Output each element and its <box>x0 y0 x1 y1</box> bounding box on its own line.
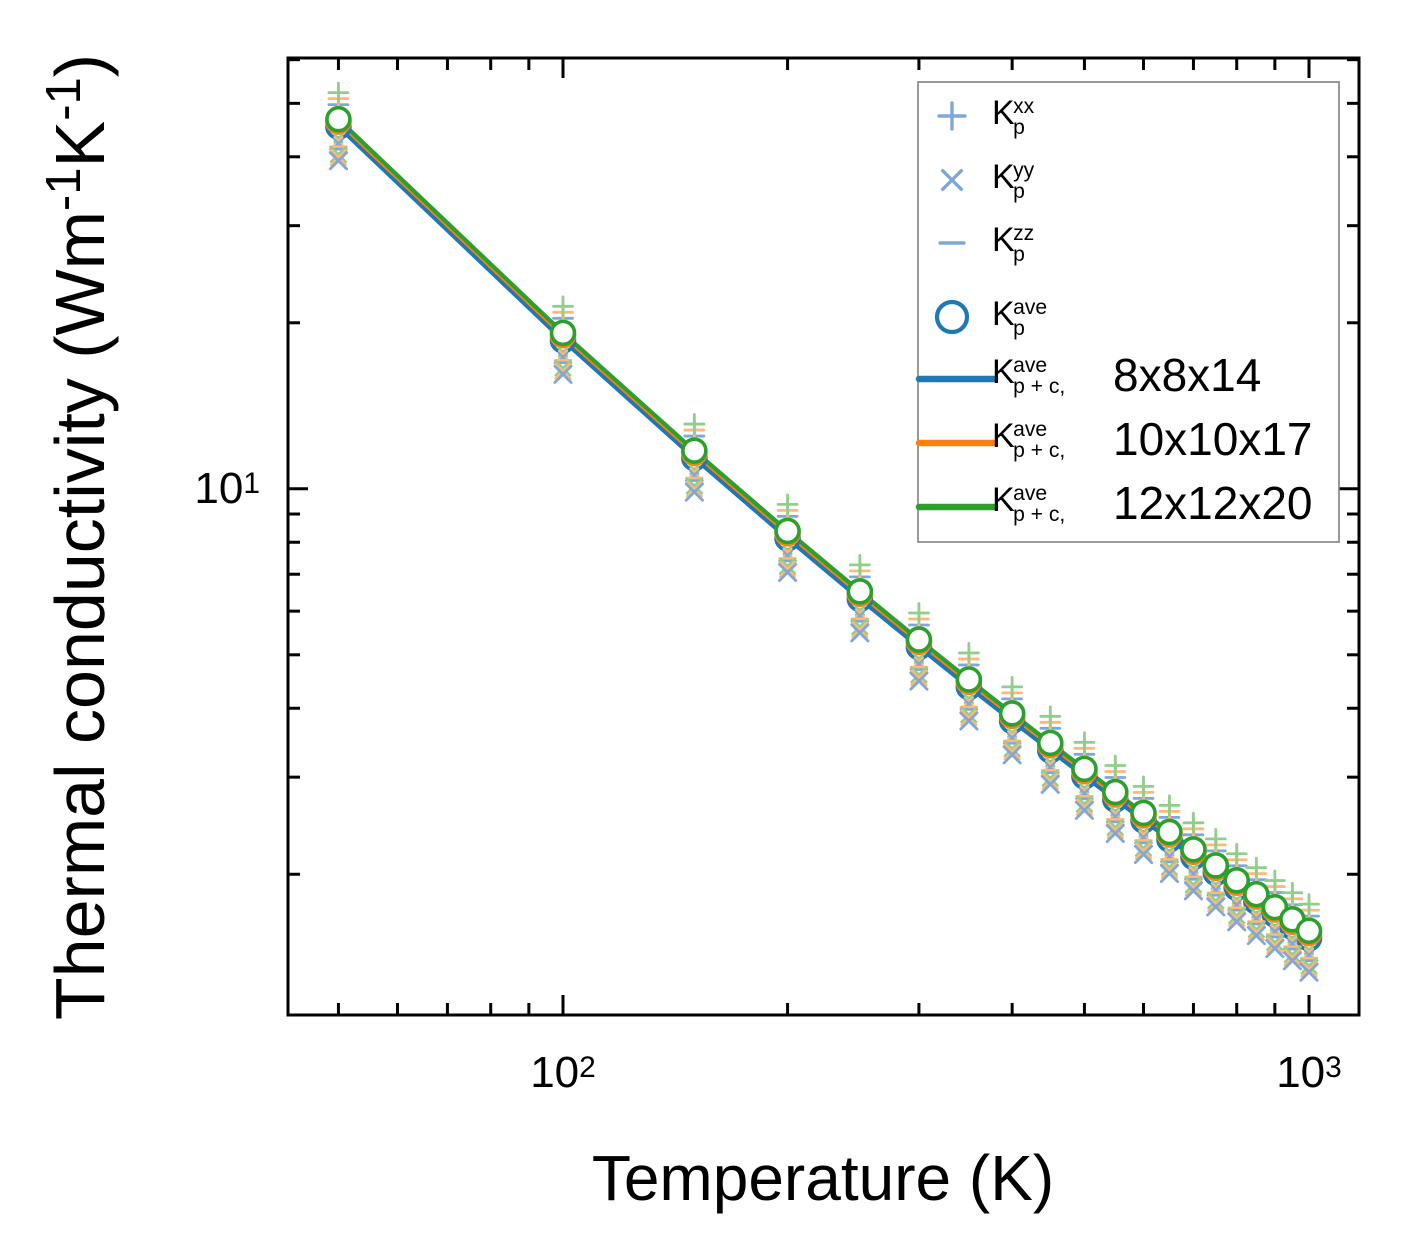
svg-text:K: K <box>992 94 1015 132</box>
svg-text:p: p <box>1013 243 1025 266</box>
svg-text:ave: ave <box>1013 354 1047 377</box>
svg-text:p: p <box>1013 180 1025 203</box>
svg-text:K: K <box>992 481 1015 519</box>
svg-text:K: K <box>992 417 1015 455</box>
svg-text:12x12x20: 12x12x20 <box>1113 477 1313 529</box>
svg-text:p: p <box>1013 116 1025 139</box>
svg-text:ave: ave <box>1013 296 1047 319</box>
svg-text:102: 102 <box>530 1048 596 1097</box>
svg-text:p + c,: p + c, <box>1013 439 1065 462</box>
svg-text:K: K <box>992 295 1015 333</box>
svg-text:8x8x14: 8x8x14 <box>1113 349 1261 401</box>
svg-text:10x10x17: 10x10x17 <box>1113 413 1313 465</box>
svg-text:p + c,: p + c, <box>1013 503 1065 526</box>
svg-text:ave: ave <box>1013 418 1047 441</box>
svg-text:K: K <box>992 221 1015 259</box>
svg-text:K: K <box>992 353 1015 391</box>
svg-text:ave: ave <box>1013 482 1047 505</box>
svg-text:xx: xx <box>1013 95 1035 118</box>
svg-text:K: K <box>992 158 1015 196</box>
svg-text:p + c,: p + c, <box>1013 375 1065 398</box>
svg-text:101: 101 <box>194 464 260 513</box>
svg-text:p: p <box>1013 317 1025 340</box>
svg-text:zz: zz <box>1013 222 1034 245</box>
svg-text:yy: yy <box>1013 159 1035 182</box>
svg-text:103: 103 <box>1276 1048 1342 1097</box>
